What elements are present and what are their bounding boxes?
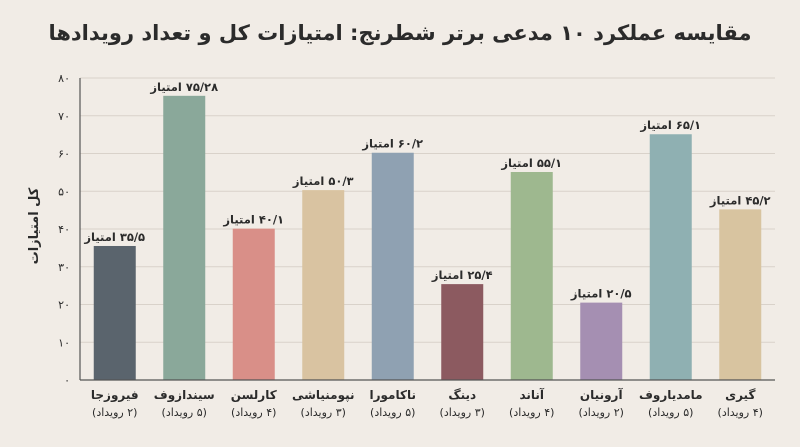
bar: [580, 302, 623, 380]
y-tick-label: ۳۰: [58, 261, 70, 274]
y-tick-label: ۲۰: [58, 299, 70, 312]
bar: [719, 209, 762, 380]
chart-title: مقایسه عملکرد ۱۰ مدعی برتر شطرنج: امتیاز…: [48, 21, 751, 45]
bar-value-label: ۵۵/۱ امتیاز: [500, 156, 562, 170]
bar-value-label: ۳۵/۵ امتیاز: [83, 230, 145, 244]
y-axis-label: کل امتیازات: [27, 187, 42, 264]
bar: [441, 284, 484, 380]
bar: [93, 245, 136, 380]
category-label: آرونیان: [580, 387, 624, 403]
category-label: فیروزجا: [91, 388, 139, 403]
bar: [510, 171, 553, 380]
value-labels: ۳۵/۵ امتیاز ۷۵/۲۸ امتیاز ۴۰/۱ امتیاز ۵۰/۳ ا…: [83, 80, 770, 301]
bar-value-label: ۲۵/۴ امتیاز: [431, 268, 493, 282]
y-tick-label: ۵۰: [58, 185, 70, 198]
y-tick-label: ۴۰: [58, 223, 70, 236]
x-axis-categories: فیروزجا (۲ رویداد) سیندازوف (۵ رویداد) کارلس…: [91, 387, 763, 419]
y-tick-label: ۷۰: [58, 110, 70, 123]
bar-value-label: ۴۰/۱ امتیاز: [222, 213, 284, 227]
category-events-label: (۲ رویداد): [92, 406, 137, 419]
category-label: دینگ: [448, 388, 476, 402]
category-events-label: (۳ رویداد): [440, 406, 485, 419]
bar-value-label: ۵۰/۳ امتیاز: [292, 174, 354, 188]
category-label: آناند: [519, 387, 544, 402]
bar: [649, 134, 692, 380]
category-events-label: (۲ رویداد): [579, 406, 624, 419]
y-tick-label: ۰: [64, 374, 70, 387]
bar-value-label: ۶۰/۲ امتیاز: [361, 137, 423, 151]
bar-value-label: ۴۵/۲ امتیاز: [709, 193, 771, 207]
bar: [232, 228, 275, 380]
category-label: ناکامورا: [370, 388, 416, 403]
category-label: کارلسن: [231, 388, 277, 402]
bar: [163, 95, 206, 381]
category-label: گیری: [725, 388, 755, 402]
category-events-label: (۵ رویداد): [370, 406, 415, 419]
category-events-label: (۵ رویداد): [162, 406, 207, 419]
bar: [371, 152, 414, 380]
category-events-label: (۴ رویداد): [509, 406, 554, 419]
bar: [302, 190, 345, 380]
category-events-label: (۴ رویداد): [231, 406, 276, 419]
y-axis-ticks: ۰ ۱۰ ۲۰ ۳۰ ۴۰ ۵۰ ۶۰ ۷۰ ۸۰: [58, 72, 70, 387]
bar-value-label: ۶۵/۱ امتیاز: [639, 118, 701, 132]
category-events-label: (۴ رویداد): [718, 406, 763, 419]
category-events-label: (۵ رویداد): [648, 406, 693, 419]
category-label: سیندازوف: [154, 388, 215, 403]
category-label: مامدیاروف: [639, 388, 703, 403]
bar-value-label: ۷۵/۲۸ امتیاز: [149, 80, 218, 94]
bar-value-label: ۲۰/۵ امتیاز: [570, 287, 632, 301]
category-label: نپومنیاشی: [292, 388, 355, 403]
y-tick-label: ۶۰: [58, 148, 70, 161]
y-tick-label: ۸۰: [58, 72, 70, 85]
y-tick-label: ۱۰: [58, 336, 70, 349]
category-events-label: (۳ رویداد): [301, 406, 346, 419]
bars: [93, 95, 762, 381]
